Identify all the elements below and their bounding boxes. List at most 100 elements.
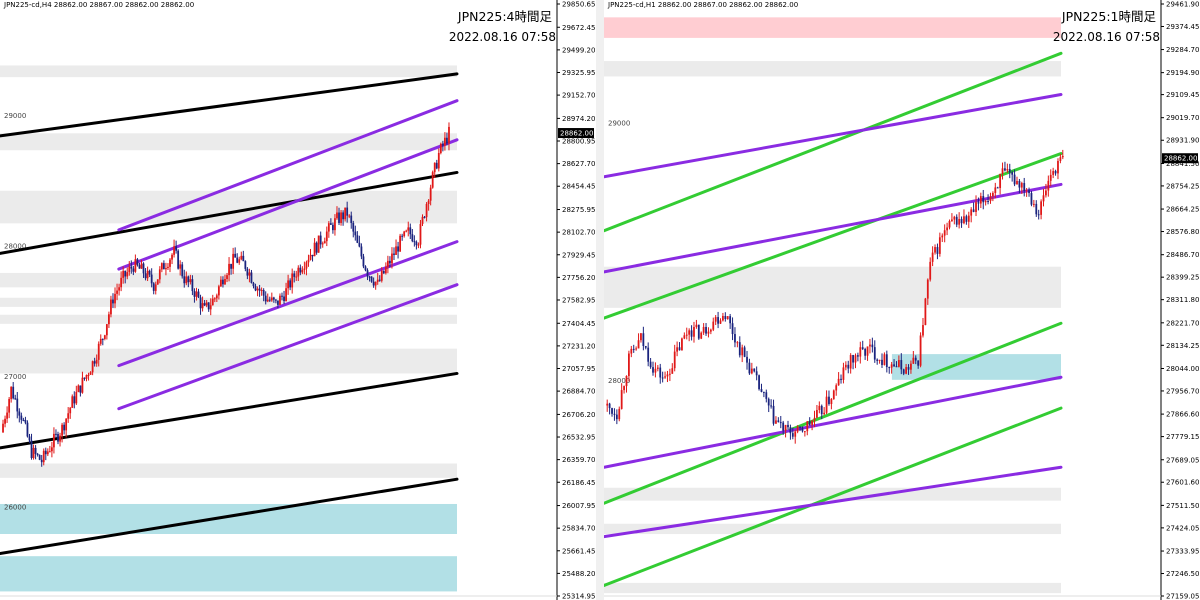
- candle-body: [678, 347, 681, 351]
- y-tick-label-25: 27246.50: [1166, 570, 1199, 578]
- candle-body: [423, 216, 426, 218]
- candle-body: [403, 231, 406, 237]
- y-tick-label-19: 26532.95: [562, 434, 595, 442]
- trendline-purple-1: [117, 138, 459, 271]
- trendline-purple-2: [117, 240, 459, 368]
- y-tick-label-15: 28134.25: [1166, 342, 1199, 350]
- candle-body: [446, 137, 448, 144]
- candle-body: [1035, 203, 1038, 215]
- candle-body: [268, 299, 271, 301]
- y-tick-label-18: 26706.20: [562, 411, 595, 419]
- level-label-2: 27000: [4, 373, 26, 381]
- trendline-purple-1: [604, 182, 1063, 274]
- y-tick-label-6: 28931.90: [1166, 137, 1199, 145]
- candle-body: [714, 317, 717, 322]
- y-tick-label-16: 27057.95: [562, 365, 595, 373]
- candle-body: [987, 201, 989, 203]
- candle-body: [177, 250, 180, 269]
- candle-body: [1018, 180, 1021, 188]
- candle-body: [656, 367, 659, 369]
- candle-body: [348, 215, 351, 217]
- zone-blue-0: [0, 503, 457, 534]
- candle-body: [746, 356, 748, 363]
- candle-body: [611, 408, 613, 414]
- candle-body: [1028, 190, 1030, 194]
- candle-body: [179, 264, 182, 269]
- candle-body: [654, 368, 657, 373]
- candle-body: [297, 267, 300, 277]
- candle-body: [217, 286, 220, 296]
- candle-body: [644, 346, 647, 348]
- candle-body: [832, 390, 835, 400]
- candle-body: [606, 403, 609, 406]
- zone-gray-2: [604, 487, 1061, 501]
- candle-body: [762, 391, 765, 393]
- candle-body: [44, 450, 47, 455]
- candle-body: [799, 426, 801, 428]
- candle-body: [929, 261, 932, 280]
- candle-body: [659, 367, 662, 378]
- candle-body: [620, 390, 623, 409]
- candle-body: [307, 259, 310, 263]
- y-tick-label-12: 27756.20: [562, 274, 595, 282]
- candle-body: [277, 300, 279, 305]
- candle-body: [926, 279, 929, 299]
- candle-body: [429, 187, 432, 201]
- candle-body: [281, 295, 283, 297]
- candle-body: [313, 242, 316, 257]
- candle-body: [873, 347, 876, 360]
- candle-body: [1013, 174, 1016, 185]
- panel-divider[interactable]: [596, 0, 604, 600]
- candle-body: [844, 364, 847, 368]
- candle-body: [201, 303, 204, 309]
- candle-body: [951, 219, 953, 222]
- chart-canvas-h4[interactable]: 29000 28000 27000 26000 29850.65 29672.45 2949…: [0, 0, 596, 600]
- candle-body: [140, 263, 143, 269]
- chart-canvas-h1[interactable]: 29000 28000 29461.90 29374.45 29284.70 29194.…: [604, 0, 1200, 600]
- y-tick-label-21: 27601.60: [1166, 479, 1199, 487]
- candle-body: [666, 374, 669, 377]
- candle-body: [162, 263, 165, 270]
- candle-body: [816, 409, 818, 418]
- candle-body: [707, 331, 710, 334]
- candle-body: [413, 241, 416, 243]
- candle-body: [173, 246, 175, 255]
- candle-body: [991, 193, 994, 197]
- candle-body: [775, 420, 777, 424]
- candle-body: [299, 267, 302, 273]
- candle-body: [319, 235, 322, 245]
- candle-body: [55, 433, 57, 435]
- candle-body: [881, 359, 883, 365]
- chart-panel-h1[interactable]: 29000 28000 29461.90 29374.45 29284.70 29194.…: [604, 0, 1200, 600]
- candle-body: [435, 162, 438, 169]
- candle-body: [12, 386, 15, 399]
- candle-body: [688, 330, 691, 335]
- candle-body: [142, 263, 145, 274]
- y-tick-label-0: 29850.65: [562, 1, 595, 9]
- candle-body: [101, 338, 104, 340]
- candle-body: [346, 207, 349, 216]
- candle-body: [89, 372, 92, 375]
- candle-body: [132, 268, 135, 272]
- candle-body: [1006, 168, 1009, 171]
- candle-body: [26, 422, 29, 437]
- candle-body: [1025, 190, 1028, 192]
- candle-body: [411, 234, 414, 242]
- candle-body: [808, 421, 811, 425]
- y-tick-label-23: 27424.05: [1166, 524, 1199, 532]
- candle-body: [291, 273, 294, 288]
- candle-body: [828, 396, 830, 405]
- candle-body: [938, 237, 941, 254]
- candle-body: [315, 242, 318, 253]
- candle-body: [1040, 201, 1042, 215]
- y-tick-label-22: 27511.50: [1166, 502, 1199, 510]
- candle-body: [48, 451, 51, 453]
- candle-body: [169, 259, 171, 267]
- candle-body: [975, 202, 977, 212]
- candle-body: [24, 419, 27, 423]
- candle-body: [112, 299, 114, 304]
- candle-body: [922, 325, 924, 336]
- chart-panel-h4[interactable]: 29000 28000 27000 26000 29850.65 29672.45 2949…: [0, 0, 596, 600]
- candle-body: [854, 355, 857, 363]
- candle-body: [1020, 183, 1023, 188]
